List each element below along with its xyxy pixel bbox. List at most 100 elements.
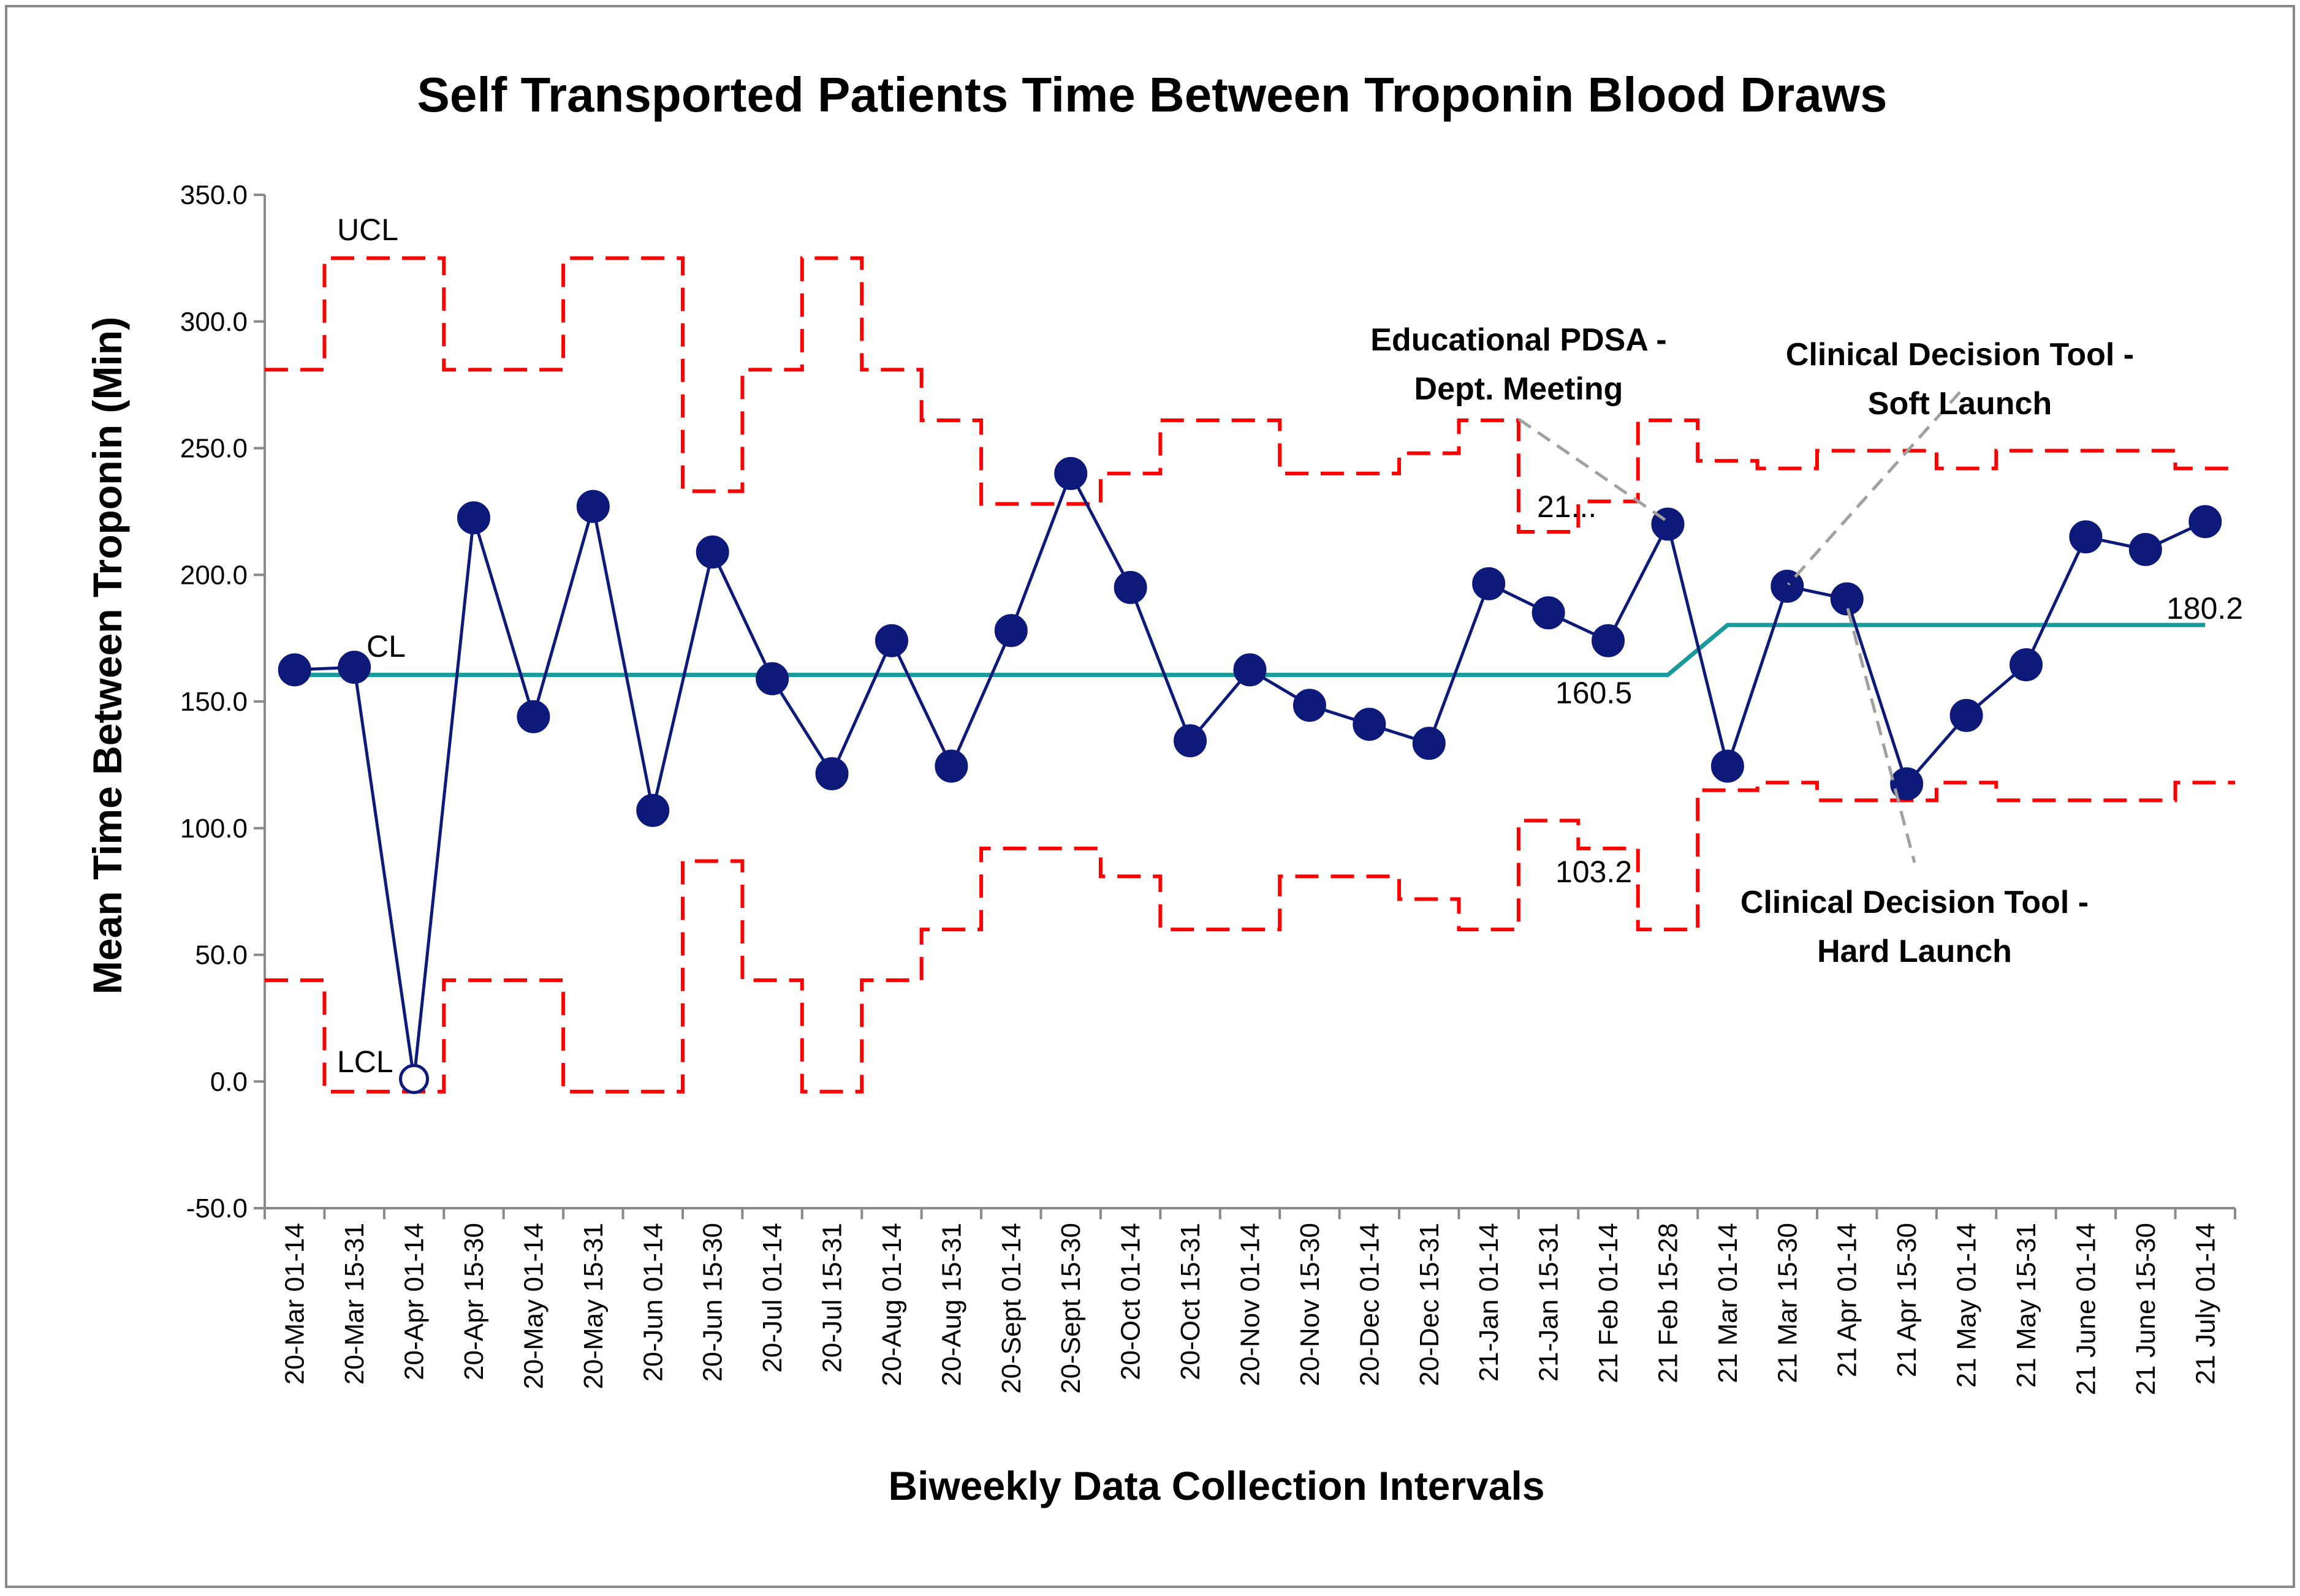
data-point xyxy=(1412,727,1446,760)
x-tick-label: 20-Apr 01-14 xyxy=(400,1223,430,1380)
data-point xyxy=(1472,567,1506,600)
x-tick-label: 21 June 15-30 xyxy=(2131,1223,2161,1395)
x-tick-label: 20-Jul 01-14 xyxy=(757,1223,788,1373)
cl-label: CL xyxy=(366,629,406,664)
y-tick-label: 0.0 xyxy=(210,1067,248,1097)
x-tick-label: 20-Jul 15-31 xyxy=(818,1223,848,1373)
y-tick-label: 50.0 xyxy=(195,940,248,970)
x-axis-title: Biweekly Data Collection Intervals xyxy=(888,1463,1544,1508)
data-point xyxy=(1771,569,1804,603)
data-point xyxy=(2128,532,2162,566)
data-point xyxy=(517,700,550,733)
y-tick-label: 150.0 xyxy=(180,687,248,717)
annotation-text: Hard Launch xyxy=(1817,934,2012,969)
data-point xyxy=(1830,582,1864,616)
control-limits xyxy=(265,256,2235,1094)
y-tick-label: -50.0 xyxy=(186,1193,248,1223)
annotation-leader-soft-launch xyxy=(1787,391,1961,586)
x-tick-label: 21 Mar 15-30 xyxy=(1772,1223,1802,1383)
data-point xyxy=(1592,624,1625,657)
x-tick-label: 20-Oct 15-31 xyxy=(1175,1223,1205,1380)
x-tick-label: 20-May 01-14 xyxy=(518,1223,548,1389)
mean-series xyxy=(278,456,2222,1094)
data-point xyxy=(875,624,908,657)
y-tick-label: 100.0 xyxy=(180,814,248,844)
annotation-text: Clinical Decision Tool - xyxy=(1786,337,2134,373)
data-point xyxy=(1233,653,1267,687)
data-point xyxy=(2188,505,2222,539)
data-point xyxy=(1353,708,1386,741)
x-tick-label: 21 Feb 01-14 xyxy=(1593,1223,1623,1383)
annotation-text: Dept. Meeting xyxy=(1414,371,1623,407)
x-tick-label: 21 June 01-14 xyxy=(2071,1223,2101,1395)
x-tick-label: 20-Nov 15-30 xyxy=(1295,1223,1325,1386)
annotation-text: Educational PDSA - xyxy=(1370,322,1666,358)
annotation-soft-launch: Clinical Decision Tool - Soft Launch xyxy=(1786,337,2134,422)
annotation-leader-educational xyxy=(1517,417,1669,524)
data-point xyxy=(2069,520,2103,554)
x-tick-label: 20-Mar 15-31 xyxy=(340,1223,370,1385)
x-tick-label: 21 May 01-14 xyxy=(1952,1223,1982,1388)
x-tick-label: 21 July 01-14 xyxy=(2190,1223,2220,1385)
data-point xyxy=(576,490,610,523)
x-tick-label: 20-Oct 01-14 xyxy=(1116,1223,1146,1380)
x-tick-label: 20-Sept 01-14 xyxy=(996,1223,1027,1394)
ucl-phase-value: 21... xyxy=(1537,490,1596,524)
cl-phase1-value: 160.5 xyxy=(1555,676,1632,710)
data-point xyxy=(1174,724,1207,758)
x-tick-label: 20-Aug 01-14 xyxy=(877,1223,907,1386)
data-point xyxy=(935,749,968,783)
x-tick-label: 21 Apr 15-30 xyxy=(1892,1223,1922,1377)
data-point xyxy=(278,653,311,687)
data-point xyxy=(2010,648,2043,682)
annotation-educational-pdsa: Educational PDSA - Dept. Meeting xyxy=(1370,322,1666,407)
data-point xyxy=(1292,689,1326,722)
x-tick-label: 21-Jan 15-31 xyxy=(1534,1223,1564,1382)
y-tick-label: 300.0 xyxy=(180,307,248,337)
data-point xyxy=(1890,767,1924,801)
ucl-line xyxy=(265,256,2235,534)
x-tick-label: 20-Nov 01-14 xyxy=(1235,1223,1266,1386)
annotation-leader-hard-launch xyxy=(1846,608,1916,863)
x-tick-label: 21-Jan 01-14 xyxy=(1474,1223,1504,1382)
x-tick-label: 20-Jun 01-14 xyxy=(638,1223,668,1382)
data-point xyxy=(1949,698,1983,732)
x-tick-label: 20-Jun 15-30 xyxy=(698,1223,728,1382)
y-tick-label: 250.0 xyxy=(180,434,248,464)
annotation-text: Soft Launch xyxy=(1868,386,2052,422)
x-tick-label: 20-Dec 01-14 xyxy=(1354,1223,1384,1386)
annotation-hard-launch: Clinical Decision Tool - Hard Launch xyxy=(1740,885,2089,969)
x-tick-label: 20-Aug 15-31 xyxy=(936,1223,966,1386)
x-tick-label: 21 Mar 01-14 xyxy=(1713,1223,1743,1383)
data-point xyxy=(1710,749,1744,783)
data-point xyxy=(756,662,789,695)
x-tick-label: 20-Mar 01-14 xyxy=(280,1223,310,1385)
data-point xyxy=(399,1064,430,1094)
x-tick-label: 20-Sept 15-30 xyxy=(1056,1223,1086,1394)
data-point xyxy=(1054,456,1088,490)
data-point xyxy=(1531,596,1565,630)
y-axis-title: Mean Time Between Troponin (Min) xyxy=(85,317,130,994)
lcl-line xyxy=(265,781,2235,1094)
x-tick-label: 20-Dec 15-31 xyxy=(1414,1223,1444,1386)
y-tick-label: 350.0 xyxy=(180,180,248,210)
x-tick-label: 21 May 15-31 xyxy=(2011,1223,2041,1388)
data-point xyxy=(815,757,849,790)
ucl-label: UCL xyxy=(337,213,398,247)
data-point xyxy=(696,535,729,569)
cl-phase2-value: 180.2 xyxy=(2166,591,2243,626)
lcl-label: LCL xyxy=(337,1045,393,1079)
x-tick-label: 21 Feb 15-28 xyxy=(1653,1223,1683,1383)
data-point xyxy=(1114,570,1147,604)
x-tick-label: 21 Apr 01-14 xyxy=(1832,1223,1862,1377)
annotation-text: Clinical Decision Tool - xyxy=(1740,885,2089,920)
data-point xyxy=(457,501,490,535)
data-point xyxy=(338,651,371,684)
axes: -50.0 0.0 50.0 100.0 150.0 200.0 250.0 300.0 350… xyxy=(180,180,2236,1395)
data-point xyxy=(636,793,670,827)
lcl-phase-value: 103.2 xyxy=(1555,855,1632,889)
data-point xyxy=(994,614,1028,648)
x-tick-label: 20-May 15-31 xyxy=(579,1223,609,1389)
